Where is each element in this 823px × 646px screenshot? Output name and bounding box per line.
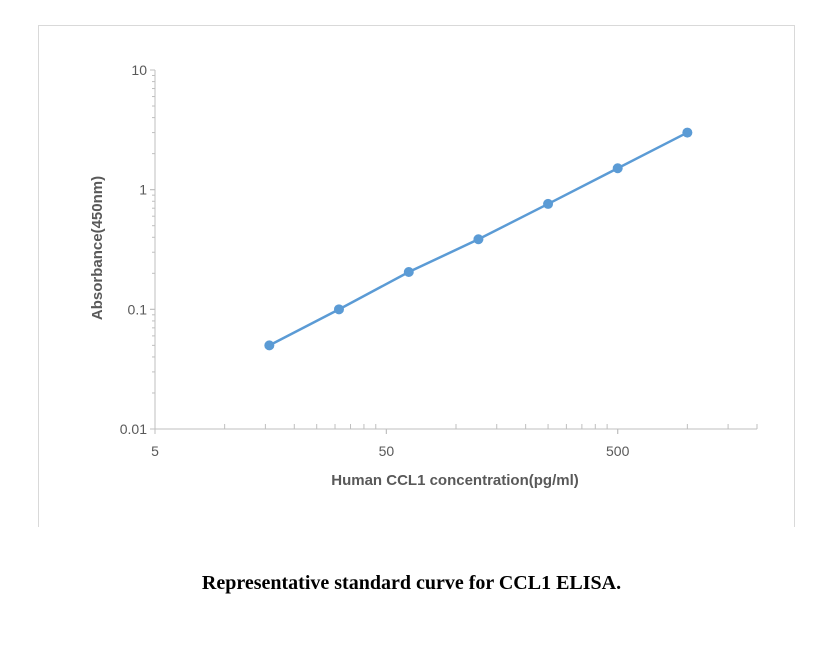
data-point xyxy=(682,127,693,138)
x-tick-label: 50 xyxy=(379,443,395,459)
data-point xyxy=(612,163,623,174)
x-tick-label: 5 xyxy=(151,443,159,459)
data-point xyxy=(473,234,484,245)
data-point xyxy=(403,267,414,278)
y-tick-label: 1 xyxy=(139,182,147,198)
y-tick-label: 0.01 xyxy=(120,421,147,437)
chart-frame xyxy=(38,25,795,527)
figure-caption: Representative standard curve for CCL1 E… xyxy=(201,572,622,594)
x-axis-label: Human CCL1 concentration(pg/ml) xyxy=(331,472,579,489)
data-point xyxy=(543,198,554,209)
data-point xyxy=(333,304,344,315)
y-tick-label: 10 xyxy=(131,62,147,78)
y-axis-label: Absorbance(450nm) xyxy=(89,176,106,320)
data-point xyxy=(264,340,275,351)
y-tick-label: 0.1 xyxy=(128,301,148,317)
x-tick-label: 500 xyxy=(606,443,630,459)
